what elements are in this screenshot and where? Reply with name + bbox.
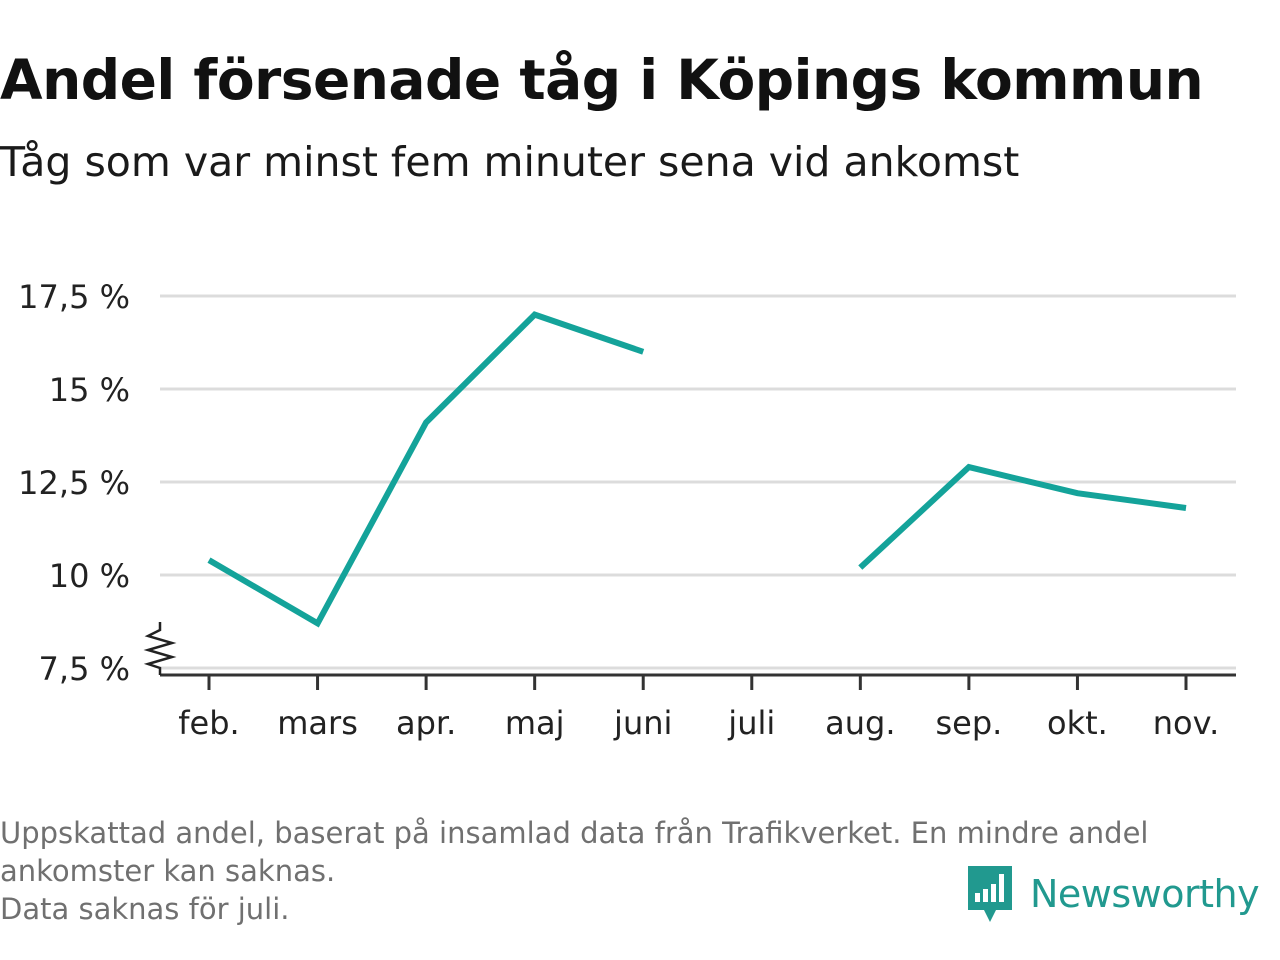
y-tick-label: 17,5 %	[18, 278, 130, 316]
tick-labels: 7,5 % 10 % 12,5 % 15 % 17,5 % feb. mars apr. maj…	[18, 278, 1219, 742]
series	[207, 311, 1187, 628]
footnote: Uppskattad andel, baserat på insamlad da…	[0, 814, 1270, 928]
x-tick-label: mars	[277, 704, 358, 742]
series-line	[207, 311, 645, 628]
brand-name: Newsworthy	[1030, 872, 1260, 916]
y-tick-label: 10 %	[49, 557, 130, 595]
x-tick-label: feb.	[178, 704, 239, 742]
footnote-line: Data saknas för juli.	[0, 892, 290, 926]
newsworthy-logo-icon	[968, 866, 1012, 922]
chart-subtitle: Tåg som var minst fem minuter sena vid a…	[0, 138, 1020, 186]
x-tick-label: juni	[613, 704, 672, 742]
x-tick-label: juli	[727, 704, 775, 742]
axis-break-icon	[143, 622, 177, 675]
footnote-line: Uppskattad andel, baserat på insamlad da…	[0, 816, 1149, 850]
chart-title: Andel försenade tåg i Köpings kommun	[0, 48, 1204, 112]
x-tick-label: maj	[505, 704, 565, 742]
brand: Newsworthy	[964, 862, 1260, 926]
y-tick-label: 15 %	[49, 371, 130, 409]
x-tick-label: aug.	[825, 704, 895, 742]
x-tick-label: sep.	[935, 704, 1002, 742]
footnote-line: ankomster kan saknas.	[0, 854, 336, 888]
x-tick-label: apr.	[396, 704, 456, 742]
line-chart: 7,5 % 10 % 12,5 % 15 % 17,5 % feb. mars apr. maj…	[18, 278, 1236, 742]
x-tick-label: nov.	[1153, 704, 1219, 742]
y-tick-label: 7,5 %	[39, 650, 130, 688]
x-tick-label: okt.	[1047, 704, 1108, 742]
series-line	[858, 463, 1187, 570]
gridlines	[160, 294, 1236, 577]
y-tick-label: 12,5 %	[18, 464, 130, 502]
axes	[143, 622, 1236, 690]
